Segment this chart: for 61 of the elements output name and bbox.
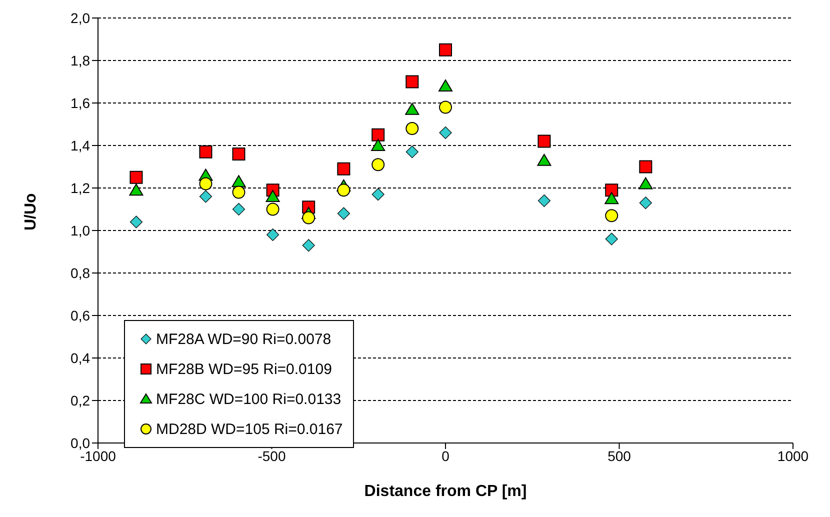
y-tick-label: 0,2 <box>70 392 90 408</box>
point <box>372 158 385 172</box>
legend-label: MF28A WD=90 Ri=0.0078 <box>156 330 332 348</box>
point <box>337 207 350 220</box>
point <box>130 170 143 184</box>
point <box>639 160 652 174</box>
point <box>232 175 246 188</box>
y-tick-label: 0,4 <box>70 350 90 366</box>
point <box>439 100 452 114</box>
point <box>371 139 386 151</box>
point <box>438 80 452 92</box>
legend-label: MD28D WD=105 Ri=0.0167 <box>156 420 343 438</box>
legend-label: MF28B WD=95 Ri=0.0109 <box>156 360 332 378</box>
point <box>406 75 419 88</box>
point <box>337 184 350 197</box>
point <box>266 202 280 216</box>
point <box>199 145 212 158</box>
point <box>266 190 280 202</box>
point <box>232 202 246 216</box>
point <box>129 184 144 196</box>
point <box>604 192 619 204</box>
x-tick-label: -500 <box>258 448 286 464</box>
point <box>232 148 246 160</box>
point <box>605 209 618 222</box>
point <box>266 228 280 242</box>
y-tick-label: 1,6 <box>70 94 90 111</box>
y-tick-label: 1,0 <box>70 222 90 238</box>
x-axis-title: Distance from CP [m] <box>364 483 527 500</box>
y-tick-label: 1,8 <box>70 52 90 68</box>
legend-label: MF28C WD=100 Ri=0.0133 <box>156 390 342 408</box>
point <box>439 126 452 140</box>
point <box>199 190 212 203</box>
y-tick-label: 2,0 <box>70 10 90 26</box>
point <box>605 232 618 246</box>
point <box>439 43 452 56</box>
y-tick-label: 0,8 <box>70 264 90 281</box>
y-tick-label: 0,0 <box>70 434 90 451</box>
point <box>638 177 653 190</box>
point <box>302 239 315 252</box>
point <box>406 146 418 158</box>
x-tick-label: 500 <box>608 448 632 464</box>
point <box>405 102 420 115</box>
point <box>337 162 350 176</box>
point <box>372 188 384 201</box>
y-axis-title: U/Uo <box>22 192 40 230</box>
y-tick-label: 1,2 <box>70 180 90 196</box>
x-tick-label: 0 <box>442 448 450 464</box>
y-tick-label: 0,6 <box>70 307 90 324</box>
point <box>406 122 419 135</box>
point <box>130 216 143 228</box>
point <box>538 134 551 148</box>
point <box>538 194 550 208</box>
point <box>199 177 212 190</box>
point <box>639 196 652 210</box>
point <box>302 211 316 224</box>
x-tick-label: 1000 <box>777 448 809 464</box>
point <box>372 128 385 142</box>
point <box>605 184 618 197</box>
point <box>232 186 246 199</box>
point <box>537 154 552 166</box>
y-tick-label: 1,4 <box>70 137 90 154</box>
